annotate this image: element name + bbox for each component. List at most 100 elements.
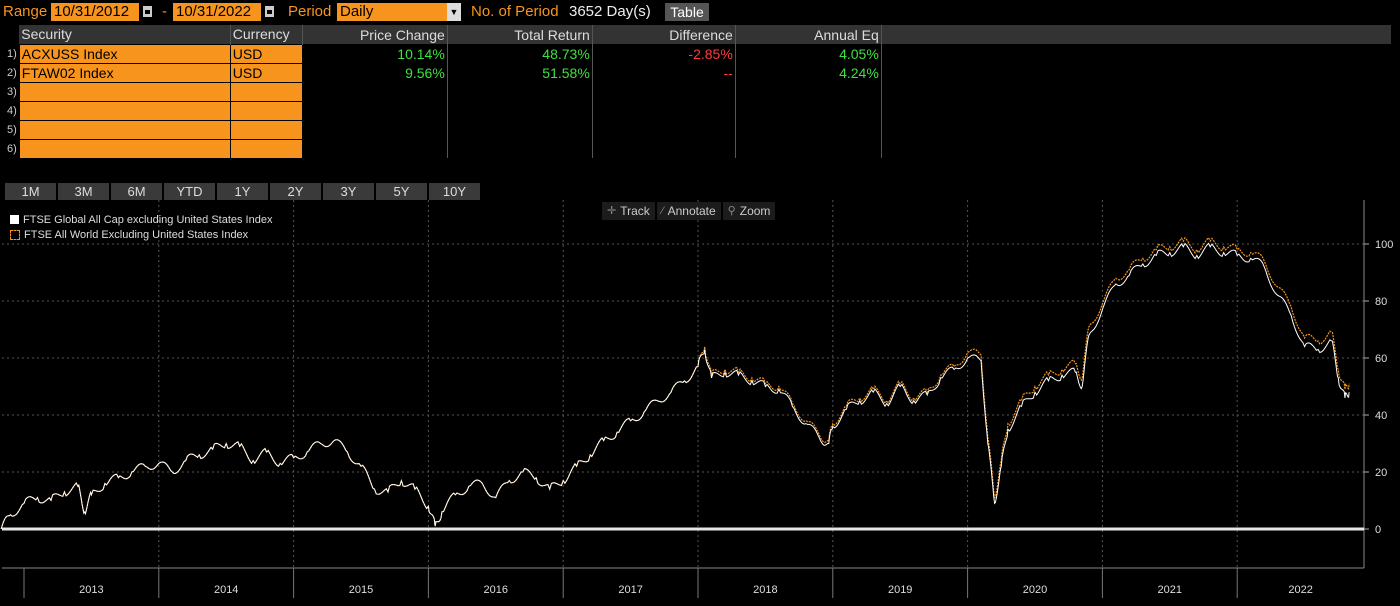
zoom-label: Zoom	[739, 204, 771, 218]
crosshair-icon: ✛	[607, 205, 617, 217]
security-cell[interactable]	[18, 138, 231, 159]
chevron-down-icon[interactable]: ▼	[447, 3, 461, 21]
track-label: Track	[620, 204, 650, 218]
annotate-label: Annotate	[667, 204, 716, 218]
row-number: 2)	[7, 66, 17, 79]
range-label: Range	[3, 3, 48, 20]
zoom-button[interactable]: ⚲ Zoom	[722, 202, 776, 220]
x-tick-label: 2020	[1023, 584, 1047, 596]
period-5y-button[interactable]: 5Y	[376, 183, 427, 200]
x-tick-label: 2014	[214, 584, 238, 596]
table-row[interactable]: 2) FTAW02 Index USD 9.56% 51.58% -- 4.24…	[5, 62, 1391, 83]
legend-swatch-white	[10, 215, 19, 224]
y-tick-label: 80	[1375, 296, 1387, 308]
security-cell[interactable]: ACXUSS Index	[18, 43, 231, 64]
x-tick-label: 2016	[484, 584, 508, 596]
chart-series	[0, 236, 1350, 530]
price-change-cell: 9.56%	[302, 63, 448, 82]
period-buttons: 1M 3M 6M YTD 1Y 2Y 3Y 5Y 10Y	[5, 183, 480, 200]
period-ytd-button[interactable]: YTD	[164, 183, 215, 200]
period-2y-button[interactable]: 2Y	[270, 183, 321, 200]
security-cell[interactable]	[18, 100, 231, 121]
difference-cell: -2.85%	[592, 44, 736, 63]
period-6m-button[interactable]: 6M	[111, 183, 162, 200]
col-annual-eq: Annual Eq	[735, 25, 882, 44]
annual-eq-cell: 4.05%	[735, 44, 882, 63]
annual-eq-cell: 4.24%	[735, 63, 882, 82]
header-bar: Range 10/31/2012 - 10/31/2022 Period Dai…	[0, 0, 1400, 24]
col-price-change: Price Change	[302, 25, 448, 44]
legend-label: FTSE All World Excluding United States I…	[24, 228, 249, 241]
table-header-row: Security Currency Price Change Total Ret…	[5, 25, 1392, 44]
col-difference: Difference	[592, 25, 736, 44]
x-tick-label: 2021	[1158, 584, 1182, 596]
row-number: 6)	[7, 142, 17, 155]
currency-cell[interactable]: USD	[229, 62, 303, 83]
x-tick-label: 2017	[618, 584, 642, 596]
total-return-cell: 48.73%	[447, 44, 593, 63]
securities-table: Security Currency Price Change Total Ret…	[5, 25, 1392, 159]
start-date-field[interactable]: 10/31/2012	[51, 3, 139, 21]
track-button[interactable]: ✛ Track	[602, 202, 655, 220]
annotate-button[interactable]: ∕ Annotate	[656, 202, 721, 220]
x-tick-label: 2019	[888, 584, 912, 596]
num-period-label: No. of Period	[471, 3, 559, 20]
legend-swatch-orange	[10, 229, 20, 240]
row-number: 5)	[7, 123, 17, 136]
period-10y-button[interactable]: 10Y	[429, 183, 480, 200]
y-axis: 0 20 40 60 80 100	[1364, 239, 1393, 536]
table-row[interactable]: 5)	[5, 119, 1391, 140]
y-tick-label: 20	[1375, 467, 1387, 479]
period-3m-button[interactable]: 3M	[58, 183, 109, 200]
x-axis: 2013 2014 2015 2016 2017 2018 2019 2020 2021 2022	[23, 568, 1313, 598]
num-period-value: 3652 Day(s)	[569, 3, 651, 20]
pencil-icon: ∕	[661, 205, 664, 217]
security-cell[interactable]	[18, 81, 231, 102]
currency-cell[interactable]: USD	[229, 43, 303, 64]
y-tick-label: 60	[1375, 353, 1387, 365]
row-number: 4)	[7, 104, 17, 117]
table-row[interactable]: 3)	[5, 81, 1391, 102]
chart-grid	[2, 200, 1365, 569]
x-tick-label: 2018	[753, 584, 777, 596]
price-change-cell: 10.14%	[302, 44, 448, 63]
currency-cell[interactable]	[229, 119, 303, 140]
period-3y-button[interactable]: 3Y	[323, 183, 374, 200]
legend-label: FTSE Global All Cap excluding United Sta…	[23, 213, 273, 226]
legend-item[interactable]: FTSE Global All Cap excluding United Sta…	[10, 212, 272, 227]
col-currency: Currency	[230, 25, 303, 44]
security-cell[interactable]: FTAW02 Index	[18, 62, 231, 83]
currency-cell[interactable]	[229, 81, 303, 102]
col-total-return: Total Return	[447, 25, 593, 44]
x-tick-label: 2022	[1288, 584, 1312, 596]
table-row[interactable]: 6)	[5, 138, 1391, 159]
x-tick-label: 2015	[349, 584, 373, 596]
series-line-global-all-cap	[0, 242, 1350, 530]
chart-toolbar: ✛ Track ∕ Annotate ⚲ Zoom	[602, 202, 776, 220]
y-tick-label: 100	[1375, 239, 1393, 251]
row-number: 1)	[7, 47, 17, 60]
period-1y-button[interactable]: 1Y	[217, 183, 268, 200]
table-row[interactable]: 4)	[5, 100, 1391, 121]
currency-cell[interactable]	[229, 100, 303, 121]
magnifier-icon: ⚲	[727, 205, 736, 217]
calendar-icon[interactable]	[143, 6, 152, 17]
legend-item[interactable]: FTSE All World Excluding United States I…	[10, 227, 272, 242]
calendar-icon[interactable]	[265, 6, 274, 17]
series-line-all-world	[0, 236, 1350, 530]
table-button[interactable]: Table	[665, 3, 709, 21]
currency-cell[interactable]	[229, 138, 303, 159]
y-tick-label: 0	[1375, 524, 1381, 536]
period-1m-button[interactable]: 1M	[5, 183, 56, 200]
total-return-cell: 51.58%	[447, 63, 593, 82]
x-tick-label: 2013	[79, 584, 103, 596]
security-cell[interactable]	[18, 119, 231, 140]
col-security: Security	[19, 25, 231, 44]
period-select[interactable]: Daily	[337, 3, 447, 21]
y-tick-label: 40	[1375, 410, 1387, 422]
table-row[interactable]: 1) ACXUSS Index USD 10.14% 48.73% -2.85%…	[5, 43, 1391, 64]
difference-cell: --	[592, 63, 736, 82]
chart-legend: FTSE Global All Cap excluding United Sta…	[10, 212, 272, 242]
end-date-field[interactable]: 10/31/2022	[173, 3, 261, 21]
